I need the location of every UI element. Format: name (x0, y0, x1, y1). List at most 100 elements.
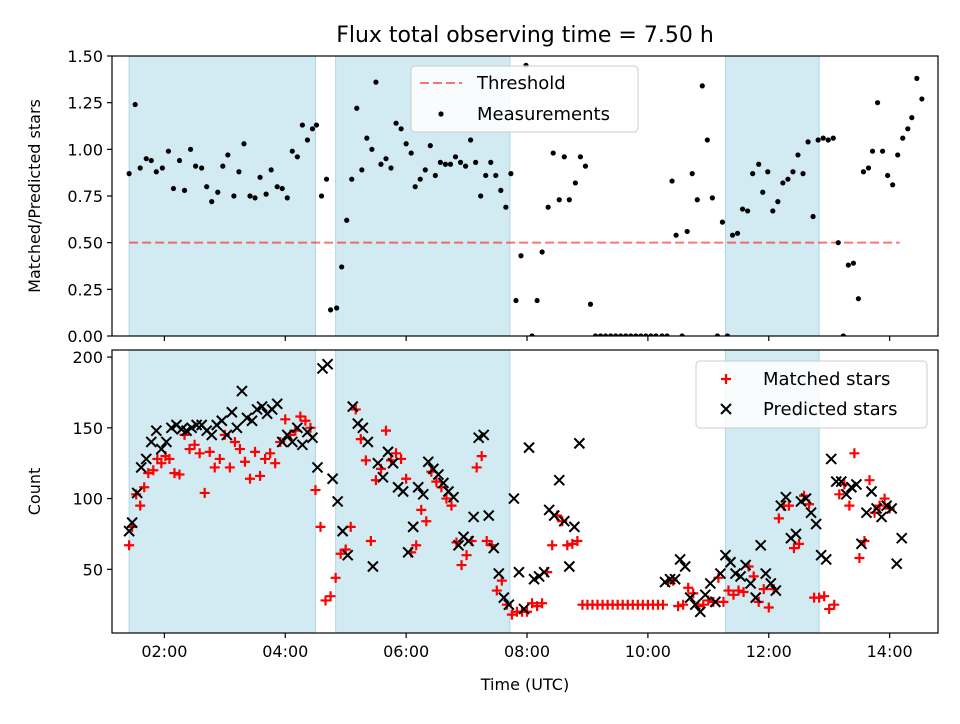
measurement-point (909, 115, 915, 121)
matched-point (365, 536, 376, 547)
matched-point (683, 582, 694, 593)
predicted-point (236, 385, 248, 397)
matched-point (139, 482, 150, 493)
matched-point (773, 513, 784, 524)
matched-point (783, 500, 794, 511)
matched-point (441, 493, 452, 504)
predicted-point (477, 429, 490, 441)
matched-point (189, 439, 200, 450)
measurement-point (148, 157, 154, 164)
measurement-point (498, 187, 504, 193)
predicted-point (830, 475, 842, 488)
measurement-point (638, 333, 644, 336)
predicted-point (805, 507, 817, 519)
measurement-point (284, 195, 290, 201)
measurement-point (359, 167, 365, 173)
x-tick-label: 08:00 (504, 642, 550, 661)
predicted-point (387, 457, 399, 469)
predicted-point (568, 521, 581, 533)
predicted-point (896, 532, 908, 544)
predicted-point (765, 577, 777, 590)
matched-point (738, 586, 749, 597)
predicted-point (498, 591, 510, 604)
measurement-point (679, 333, 685, 336)
predicted-point (770, 584, 782, 597)
measurement-point (673, 232, 679, 238)
matched-point (169, 468, 180, 479)
measurement-point (137, 165, 143, 171)
x-axis-label: Time (UTC) (480, 675, 569, 694)
measurement-point (860, 169, 867, 175)
predicted-point (135, 461, 147, 474)
measurement-point (618, 333, 624, 336)
predicted-point (493, 567, 505, 580)
measurement-point (483, 172, 489, 179)
predicted-point (296, 439, 309, 451)
matched-point (814, 592, 825, 603)
matched-point (164, 453, 175, 464)
y-tick-label: 50 (83, 560, 103, 579)
predicted-point (437, 477, 450, 489)
predicted-point (865, 485, 878, 498)
measurement-point (745, 208, 751, 214)
legend-predicted-label: Predicted stars (763, 399, 897, 420)
matched-point (854, 553, 865, 564)
measurement-point (176, 157, 183, 164)
y-tick-label: 100 (72, 490, 103, 509)
x-tick-label: 06:00 (383, 642, 429, 661)
measurement-point (503, 204, 509, 210)
predicted-point (412, 481, 424, 493)
measurement-point (383, 156, 389, 162)
predicted-point (402, 546, 414, 559)
measurement-point (478, 193, 484, 199)
matched-point (562, 540, 573, 551)
predicted-point (467, 511, 480, 523)
count-plot-area (123, 350, 908, 633)
matched-point (824, 603, 835, 614)
measurement-point (820, 135, 826, 141)
measurement-point (279, 185, 285, 192)
matched-point (471, 462, 482, 473)
matched-point (491, 585, 502, 596)
legend-box (410, 65, 639, 133)
predicted-point (155, 443, 168, 455)
measurement-point (699, 83, 705, 89)
measurement-point (193, 163, 199, 169)
measurement-point (215, 189, 221, 195)
matched-point (229, 436, 240, 447)
measurement-point (659, 333, 665, 336)
measurement-point (739, 206, 746, 212)
observing-band (724, 56, 820, 336)
measurement-point (534, 297, 540, 304)
predicted-point (739, 559, 752, 571)
matched-point (537, 598, 548, 609)
predicted-point (306, 432, 319, 444)
matched-point (411, 540, 422, 551)
matched-point (527, 598, 538, 609)
measurement-point (684, 228, 690, 235)
predicted-point (131, 487, 143, 499)
predicted-point (760, 567, 772, 580)
matched-point (793, 538, 804, 549)
measurement-point (790, 169, 796, 175)
measurement-point (354, 105, 360, 111)
predicted-point (221, 429, 233, 441)
measurement-point (529, 333, 535, 336)
measurement-point (462, 163, 469, 169)
matched-point (320, 595, 331, 606)
measurement-point (344, 217, 350, 223)
predicted-point (226, 406, 238, 418)
predicted-point (336, 525, 349, 537)
measurement-point (592, 333, 599, 336)
predicted-point (271, 398, 283, 410)
predicted-point (422, 456, 435, 468)
matched-point (194, 448, 205, 459)
matched-point (184, 444, 195, 455)
measurement-point (309, 126, 316, 132)
predicted-point (734, 570, 747, 583)
predicted-point (674, 553, 686, 566)
measurement-point (299, 122, 305, 128)
predicted-point (206, 429, 218, 441)
measurement-point (805, 139, 811, 145)
matched-point (567, 538, 578, 549)
